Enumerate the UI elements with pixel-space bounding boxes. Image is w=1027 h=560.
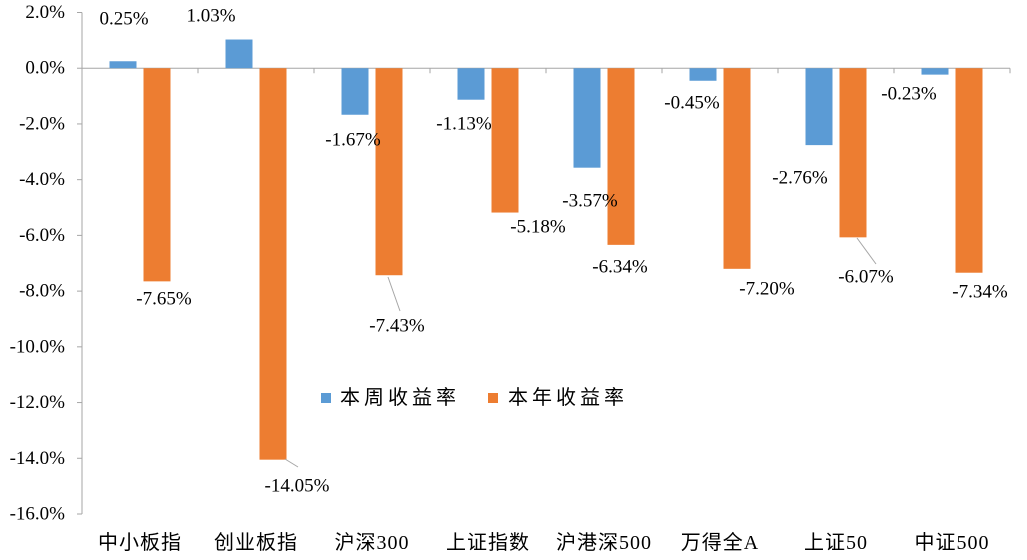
y-tick-label: -14.0% (10, 448, 66, 469)
series-0-bar-1 (225, 39, 253, 69)
series-0-bar-6 (805, 68, 833, 146)
axes: 2.0% 0.0% -2.0% -4.0% -6.0% -8.0% -10.0% -12.0%… (10, 2, 1011, 554)
series-1-data-label-7: -7.34% (952, 282, 1008, 303)
x-category-label: 上证50 (804, 531, 868, 554)
y-tick-label: 0.0% (25, 58, 65, 79)
data-label-leader-line (284, 458, 299, 468)
series-0-bar-3 (457, 68, 485, 100)
bars (109, 39, 983, 460)
x-category-label: 中小板指 (98, 531, 182, 554)
series-1-data-label-2: -7.43% (369, 316, 425, 337)
series-1-bar-0 (143, 68, 171, 282)
series-1-bar-7 (955, 68, 983, 273)
series-1-data-label-5: -7.20% (739, 279, 795, 300)
y-tick-label: -16.0% (10, 504, 66, 525)
series-1-bar-3 (491, 68, 519, 213)
series-1-bar-4 (607, 68, 635, 245)
x-category-label: 上证指数 (446, 531, 530, 554)
series-0-data-label-1: 1.03% (186, 6, 235, 27)
series-1-data-label-4: -6.34% (592, 257, 648, 278)
legend-swatch-1 (488, 393, 498, 403)
series-0-bar-7 (921, 68, 949, 75)
series-0-data-label-3: -1.13% (436, 114, 492, 135)
x-category-label: 万得全A (681, 531, 759, 554)
series-1-data-label-0: -7.65% (136, 289, 192, 310)
series-0-bar-4 (573, 68, 601, 168)
x-category-label: 创业板指 (214, 531, 298, 554)
series-1-data-label-1: -14.05% (265, 476, 330, 497)
y-tick-label: 2.0% (25, 2, 65, 23)
y-tick-label: -8.0% (19, 281, 65, 302)
y-tick-label: -10.0% (10, 336, 66, 357)
y-tick-label: -6.0% (19, 225, 65, 246)
x-category-label: 中证500 (915, 531, 990, 554)
legend: 本周收益率 本年收益率 (321, 386, 628, 409)
series-1-bar-1 (259, 68, 287, 460)
series-0-data-label-0: 0.25% (99, 9, 148, 30)
series-0-data-label-6: -2.76% (772, 168, 828, 189)
series-0-data-label-7: -0.23% (881, 84, 937, 105)
series-1-bar-5 (723, 68, 751, 269)
leader-lines (284, 237, 877, 468)
y-tick-label: -2.0% (19, 113, 65, 134)
x-category-label: 沪港深500 (556, 531, 652, 554)
data-label-leader-line (856, 237, 877, 265)
series-1-data-label-6: -6.07% (838, 267, 894, 288)
data-labels: 0.25% 1.03% -1.67% -1.13% -3.57% -0.45% -2.76%… (99, 6, 1007, 497)
series-0-bar-2 (341, 68, 369, 115)
series-1-data-label-3: -5.18% (510, 217, 566, 238)
y-tick-label: -4.0% (19, 169, 65, 190)
y-tick-label: -12.0% (10, 392, 66, 413)
data-label-leader-line (387, 276, 401, 312)
series-0-data-label-5: -0.45% (664, 93, 720, 114)
legend-label-0: 本周收益率 (340, 386, 460, 409)
legend-swatch-0 (321, 393, 331, 403)
x-category-label: 沪深300 (335, 531, 410, 554)
series-1-bar-6 (839, 68, 867, 238)
series-0-data-label-2: -1.67% (325, 130, 381, 151)
series-1-bar-2 (375, 68, 403, 276)
series-0-bar-5 (689, 68, 717, 81)
legend-label-1: 本年收益率 (508, 386, 628, 409)
series-0-bar-0 (109, 61, 137, 69)
series-0-data-label-4: -3.57% (562, 191, 618, 212)
